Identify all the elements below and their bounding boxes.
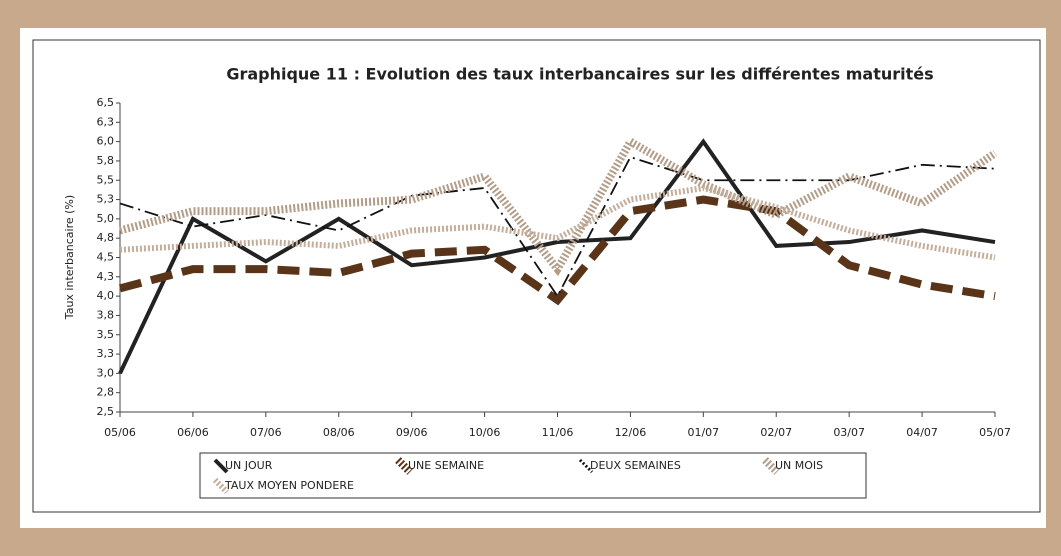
y-tick-label: 6,3 <box>97 115 115 128</box>
y-tick-label: 3,3 <box>97 347 115 360</box>
x-tick-label: 09/06 <box>396 426 428 439</box>
y-tick-label: 6,0 <box>97 135 115 148</box>
chart-title: Graphique 11 : Evolution des taux interb… <box>226 65 933 84</box>
panel <box>20 28 1046 528</box>
x-tick-label: 12/06 <box>615 426 647 439</box>
legend-swatch <box>395 457 413 475</box>
x-tick-label: 08/06 <box>323 426 355 439</box>
x-tick-label: 01/07 <box>687 426 719 439</box>
x-tick-label: 11/06 <box>542 426 574 439</box>
y-tick-label: 3,5 <box>97 328 115 341</box>
x-tick-label: 04/07 <box>906 426 938 439</box>
x-tick-label: 07/06 <box>250 426 282 439</box>
y-tick-label: 6,5 <box>97 96 115 109</box>
y-tick-label: 5,0 <box>97 212 115 225</box>
y-tick-label: 3,0 <box>97 366 115 379</box>
y-tick-label: 5,3 <box>97 193 115 206</box>
y-tick-label: 4,8 <box>97 231 115 244</box>
legend-swatch <box>578 458 594 474</box>
y-tick-label: 2,8 <box>97 386 115 399</box>
y-tick-label: 3,8 <box>97 308 115 321</box>
y-tick-label: 4,5 <box>97 251 115 264</box>
legend-label: UN MOIS <box>775 459 823 472</box>
series-line <box>118 138 996 375</box>
series-line <box>119 184 996 261</box>
series-line <box>118 136 998 277</box>
y-axis-label: Taux interbancaire (%) <box>63 195 76 320</box>
y-tick-label: 2,5 <box>97 405 115 418</box>
y-tick-label: 5,5 <box>97 173 115 186</box>
x-tick-label: 06/06 <box>177 426 209 439</box>
chart-border <box>32 39 1041 513</box>
legend <box>199 452 867 499</box>
x-tick-label: 03/07 <box>833 426 865 439</box>
legend-swatch <box>762 457 780 475</box>
legend-swatch <box>212 477 230 495</box>
series-line <box>118 195 996 306</box>
legend-label: UNE SEMAINE <box>408 459 484 472</box>
y-tick-label: 5,8 <box>97 154 115 167</box>
x-tick-label: 02/07 <box>760 426 792 439</box>
legend-label: DEUX SEMAINES <box>590 459 681 472</box>
legend-swatch <box>213 458 229 474</box>
legend-label: UN JOUR <box>225 459 273 472</box>
x-tick-label: 05/06 <box>104 426 136 439</box>
legend-label: TAUX MOYEN PONDERE <box>224 479 354 492</box>
y-tick-label: 4,0 <box>97 289 115 302</box>
y-tick-label: 4,3 <box>97 270 115 283</box>
x-tick-label: 10/06 <box>469 426 501 439</box>
x-tick-label: 05/07 <box>979 426 1011 439</box>
